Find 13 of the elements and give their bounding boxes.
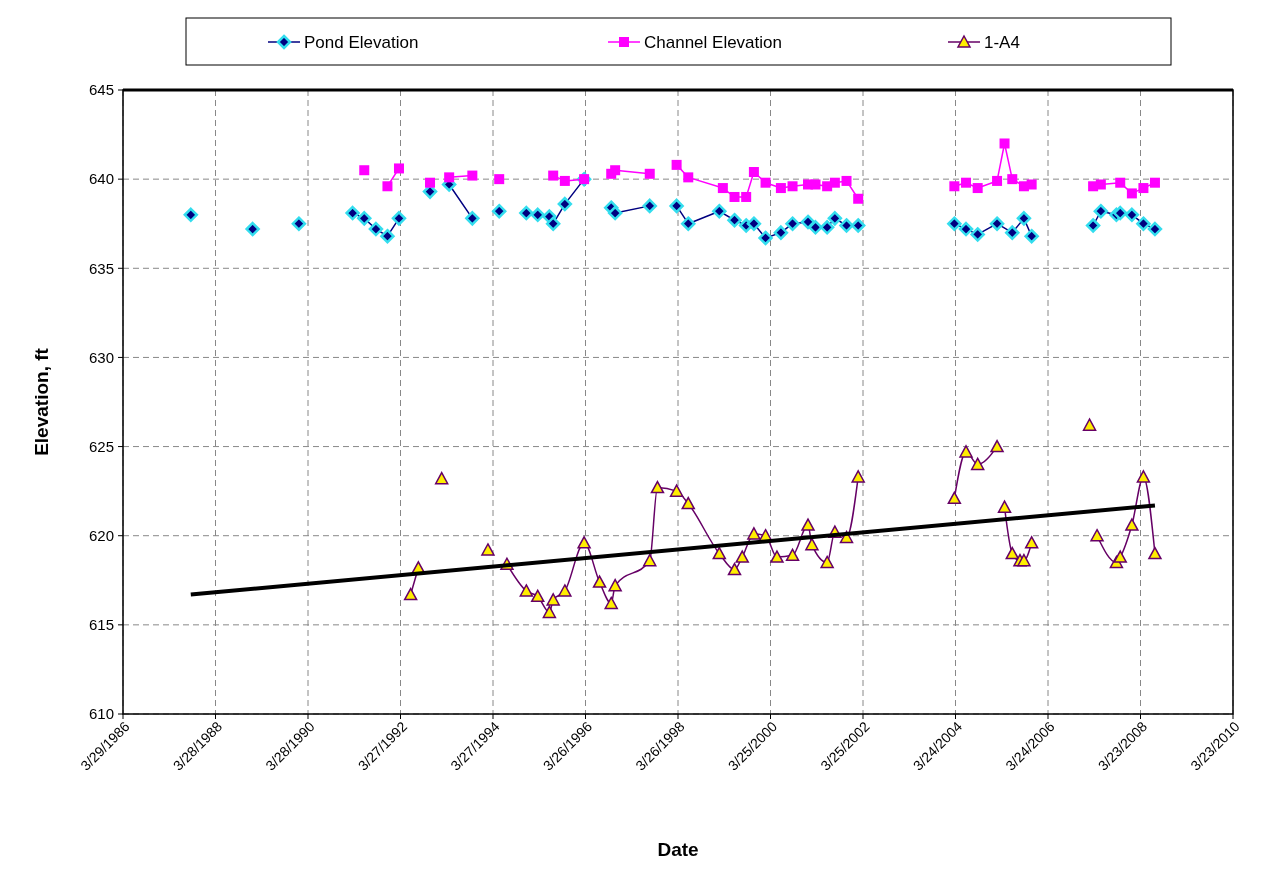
y-tick-label: 640 [88, 170, 114, 188]
y-tick-label: 615 [88, 616, 114, 634]
y-tick-label: 625 [88, 437, 114, 455]
legend-label: Pond Elevation [304, 32, 419, 52]
y-tick-label: 610 [88, 705, 114, 723]
y-tick-label: 635 [88, 259, 114, 277]
y-axis-title: Elevation, ft [31, 347, 52, 456]
legend-label: Channel Elevation [644, 32, 782, 52]
x-axis-title: Date [657, 839, 699, 860]
legend-label: 1-A4 [984, 32, 1020, 52]
y-tick-label: 620 [88, 526, 114, 544]
y-tick-label: 645 [88, 81, 114, 99]
y-tick-label: 630 [88, 348, 114, 366]
